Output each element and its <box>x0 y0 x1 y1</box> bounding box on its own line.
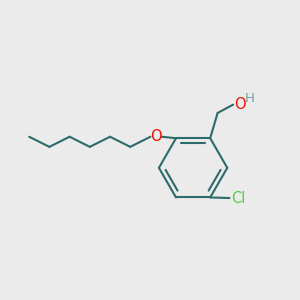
Text: O: O <box>151 129 162 144</box>
Text: Cl: Cl <box>231 191 245 206</box>
Text: O: O <box>234 97 246 112</box>
Text: H: H <box>244 92 254 105</box>
